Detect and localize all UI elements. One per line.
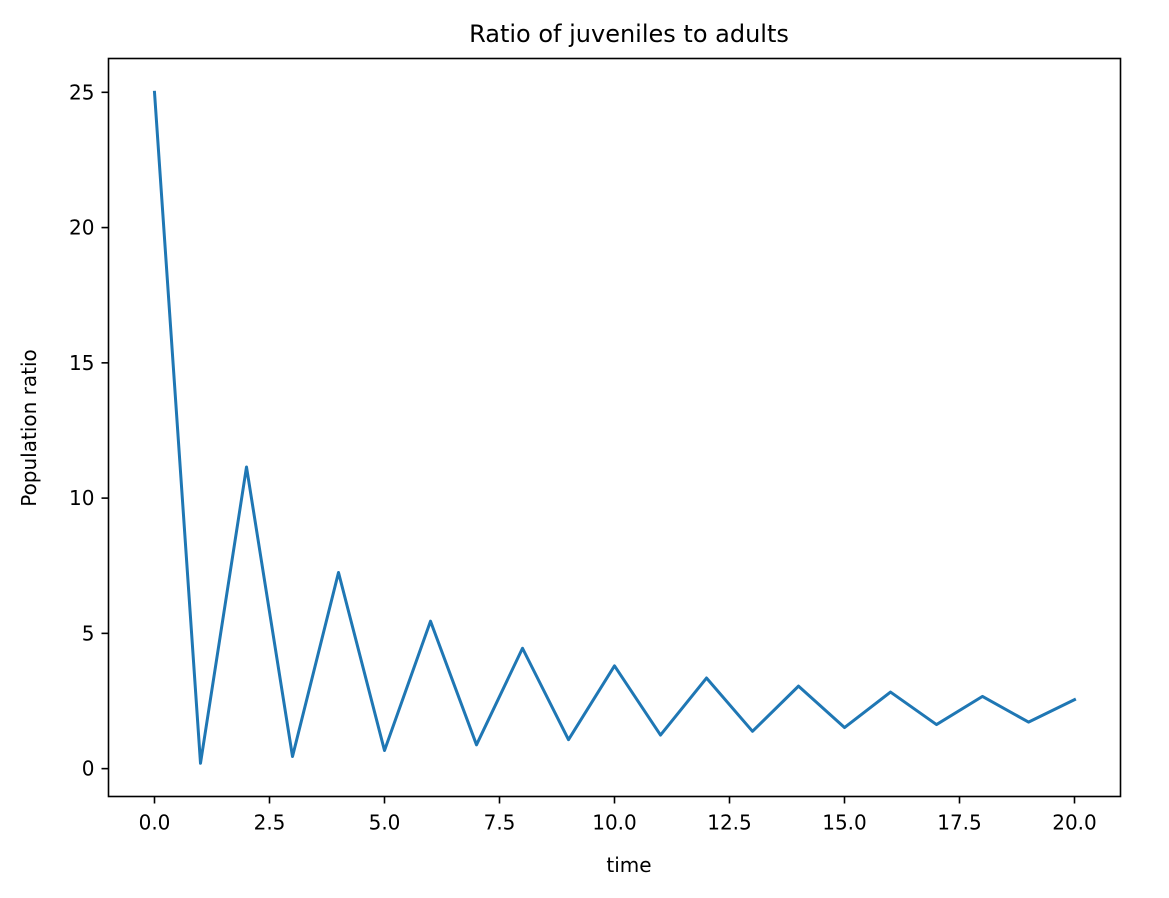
x-tick-label: 7.5 [484,811,516,835]
x-tick-label: 2.5 [254,811,286,835]
y-tick-label: 15 [69,351,94,375]
y-tick-label: 0 [82,757,95,781]
x-tick-label: 5.0 [369,811,401,835]
x-tick-label: 15.0 [822,811,867,835]
chart-title: Ratio of juveniles to adults [469,20,789,48]
x-tick-label: 0.0 [139,811,171,835]
y-tick-label: 5 [82,621,95,645]
y-axis-label: Population ratio [17,349,41,507]
x-tick-label: 17.5 [937,811,982,835]
y-tick-label: 20 [69,216,94,240]
y-tick-label: 10 [69,486,94,510]
plot-area [152,90,1077,765]
y-tick-label: 25 [69,80,94,104]
x-tick-label: 10.0 [592,811,637,835]
x-axis-label: time [606,853,651,877]
axis-ticks: 0.0 2.5 5.0 7.5 10.0 12.5 15.0 17.5 20.0 0 5 10 15 20… [69,80,1097,834]
x-tick-label: 20.0 [1052,811,1097,835]
x-tick-label: 12.5 [707,811,752,835]
series-line-0 [152,90,1077,765]
